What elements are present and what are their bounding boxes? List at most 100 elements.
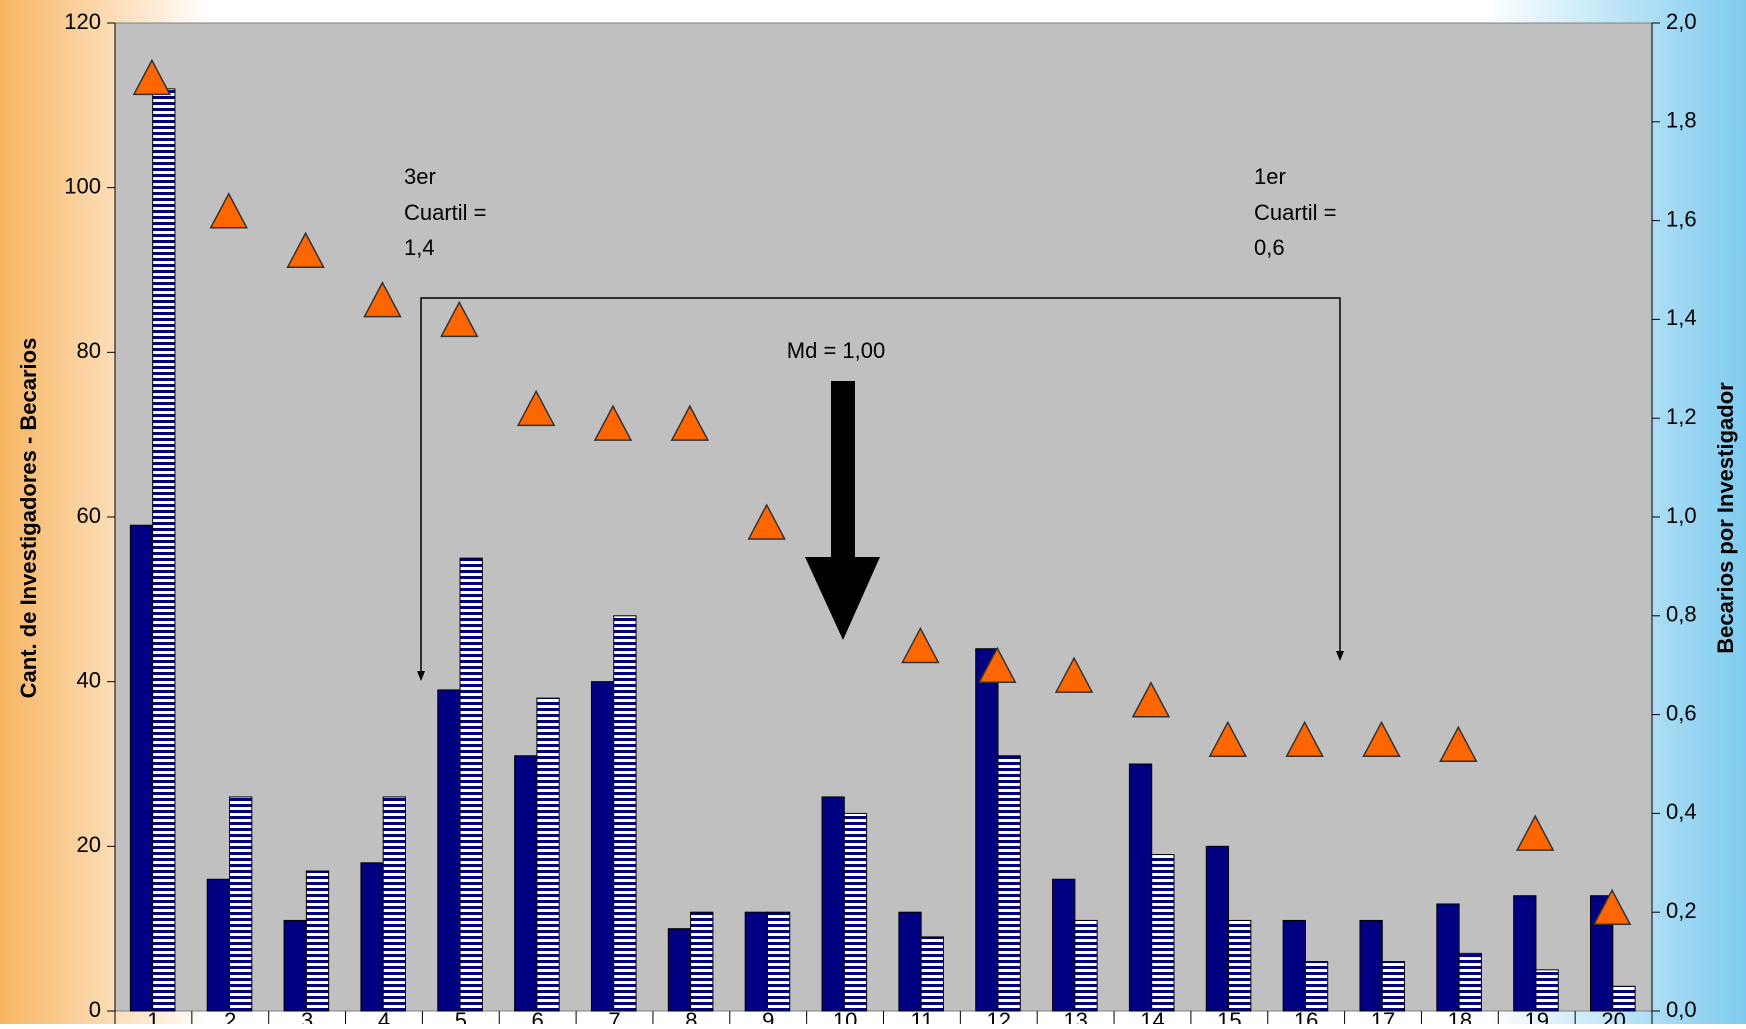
triangle-marker: [1131, 681, 1171, 718]
median-arrow: [805, 381, 880, 640]
annotation: Md = 1,00: [787, 338, 885, 363]
annotation: 3er: [404, 164, 436, 189]
x-tick-label: 11: [911, 1008, 934, 1024]
bar: [283, 919, 307, 1012]
bar: [1304, 961, 1329, 1012]
triangle-marker: [1362, 720, 1401, 758]
x-tick-label: 16: [1294, 1008, 1318, 1024]
y2-tick-label: 0,2: [1666, 898, 1697, 923]
y2-tick-label: 0,0: [1666, 997, 1697, 1022]
x-tick-label: 9: [762, 1008, 774, 1024]
x-tick-label: 10: [833, 1008, 857, 1024]
triangle-marker: [670, 404, 710, 441]
x-tick-label: 2: [224, 1008, 236, 1024]
annotation: 1er: [1254, 164, 1286, 189]
triangle-marker: [593, 404, 633, 441]
bar: [1052, 878, 1076, 1012]
plot-area: [114, 22, 1653, 1012]
y-tick-label: 60: [77, 503, 101, 528]
arrow-head: [417, 671, 425, 681]
y2-tick-label: 0,4: [1666, 799, 1697, 824]
bar: [152, 88, 176, 1012]
x-tick-label: 1: [147, 1008, 159, 1024]
y-tick-label: 40: [77, 667, 101, 692]
bar: [1074, 919, 1098, 1012]
y2-axis-label: Becarios por Investigador: [1713, 382, 1738, 654]
bar: [229, 796, 253, 1012]
x-tick-label: 3: [301, 1008, 313, 1024]
y2-tick-label: 0,8: [1666, 602, 1697, 627]
bar: [1381, 961, 1406, 1012]
y-tick-label: 0: [89, 997, 101, 1022]
annotation: Cuartil =: [1254, 200, 1337, 225]
bar: [1458, 952, 1482, 1012]
x-tick-label: 7: [608, 1008, 620, 1024]
bar: [514, 755, 538, 1012]
bar: [305, 870, 330, 1012]
bar: [744, 911, 768, 1012]
bar: [536, 697, 560, 1012]
triangle-marker: [363, 281, 402, 318]
arrow-head: [1336, 651, 1344, 661]
y2-tick-label: 1,8: [1666, 108, 1697, 133]
bar: [1436, 903, 1460, 1012]
x-tick-label: 8: [685, 1008, 697, 1024]
bar: [898, 911, 922, 1012]
bar: [1535, 969, 1559, 1012]
bar: [360, 862, 384, 1012]
triangle-marker: [1285, 720, 1324, 758]
triangle-marker: [1054, 656, 1094, 693]
triangle-marker: [440, 300, 479, 338]
bar: [206, 878, 231, 1012]
bar: [437, 689, 461, 1012]
y2-tick-label: 1,4: [1666, 305, 1697, 330]
triangle-marker: [1208, 720, 1248, 758]
bar: [667, 928, 692, 1012]
bar: [1151, 854, 1175, 1012]
bar: [975, 648, 999, 1012]
bar: [1128, 763, 1153, 1012]
annotation: 1,4: [404, 235, 435, 260]
bar: [129, 524, 154, 1012]
triangle-marker: [1515, 814, 1555, 851]
bar: [1513, 895, 1537, 1012]
bar: [821, 796, 845, 1012]
quartile-bracket: [420, 297, 1341, 679]
bar: [613, 615, 637, 1012]
y2-tick-label: 1,0: [1666, 503, 1697, 528]
bar: [1282, 919, 1306, 1012]
triangle-marker: [1439, 725, 1478, 762]
triangle-marker: [747, 503, 786, 540]
x-tick-label: 5: [455, 1008, 467, 1024]
triangle-marker: [516, 389, 556, 427]
bar: [459, 557, 483, 1012]
y2-tick-label: 1,2: [1666, 404, 1697, 429]
bar: [920, 936, 944, 1012]
y2-tick-label: 2,0: [1666, 9, 1697, 34]
bar: [997, 755, 1021, 1012]
x-tick-label: 15: [1217, 1008, 1241, 1024]
x-tick-label: 6: [532, 1008, 544, 1024]
bar: [382, 796, 406, 1012]
y2-tick-label: 0,6: [1666, 700, 1697, 725]
annotation: Cuartil =: [404, 200, 487, 225]
y-axis-label: Cant. de Investigadores - Becarios: [16, 338, 41, 699]
y-tick-label: 100: [64, 173, 101, 198]
x-tick-label: 18: [1448, 1008, 1472, 1024]
x-tick-label: 12: [987, 1008, 1011, 1024]
triangle-marker: [209, 192, 248, 229]
bar: [766, 911, 791, 1012]
x-tick-label: 4: [378, 1008, 390, 1024]
y-tick-label: 120: [64, 9, 101, 34]
y2-tick-label: 1,6: [1666, 206, 1697, 231]
bar: [1612, 985, 1636, 1012]
x-tick-label: 19: [1524, 1008, 1548, 1024]
triangle-marker: [1592, 888, 1632, 926]
bar: [690, 911, 714, 1012]
triangle-marker: [286, 231, 325, 268]
bar: [1205, 845, 1230, 1012]
bar: [843, 812, 868, 1012]
triangle-marker: [977, 646, 1017, 683]
x-tick-label: 13: [1063, 1008, 1087, 1024]
